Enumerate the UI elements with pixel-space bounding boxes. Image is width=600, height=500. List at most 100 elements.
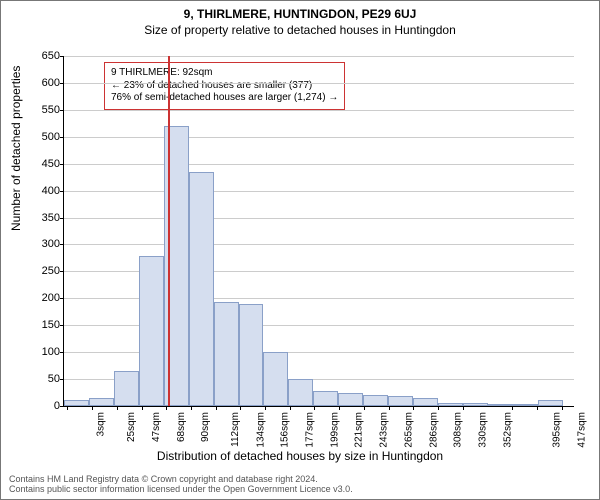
x-tick-label: 25sqm: [126, 412, 137, 442]
x-tick-label: 199sqm: [329, 412, 340, 448]
gridline: [64, 56, 574, 57]
histogram-bar: [338, 393, 363, 406]
x-tick-label: 308sqm: [453, 412, 464, 448]
y-tick: [60, 244, 64, 245]
x-tick: [562, 406, 563, 410]
y-tick-label: 0: [54, 400, 60, 412]
histogram-bar: [139, 256, 164, 406]
supertitle: 9, THIRLMERE, HUNTINGDON, PE29 6UJ: [1, 7, 599, 21]
gridline: [64, 191, 574, 192]
y-tick: [60, 56, 64, 57]
page-title: Size of property relative to detached ho…: [1, 23, 599, 37]
x-tick: [265, 406, 266, 410]
x-tick: [191, 406, 192, 410]
gridline: [64, 110, 574, 111]
chart-container: 9, THIRLMERE, HUNTINGDON, PE29 6UJ Size …: [0, 0, 600, 500]
x-tick-label: 243sqm: [379, 412, 390, 448]
x-tick: [216, 406, 217, 410]
x-tick: [537, 406, 538, 410]
footer-line: Contains HM Land Registry data © Crown c…: [9, 474, 353, 484]
callout-line: 9 THIRLMERE: 92sqm: [111, 67, 338, 80]
y-tick-label: 100: [42, 346, 60, 358]
histogram-bar: [114, 371, 139, 406]
y-tick: [60, 191, 64, 192]
y-tick-label: 50: [48, 373, 60, 385]
callout-line: 76% of semi-detached houses are larger (…: [111, 92, 338, 105]
y-tick: [60, 137, 64, 138]
y-tick: [60, 110, 64, 111]
y-tick: [60, 83, 64, 84]
x-tick: [512, 406, 513, 410]
y-tick: [60, 164, 64, 165]
x-tick-label: 68sqm: [176, 412, 187, 442]
histogram-bar: [388, 396, 413, 406]
x-tick-label: 3sqm: [96, 412, 107, 436]
histogram-bar: [413, 398, 438, 406]
x-tick-label: 221sqm: [354, 412, 365, 448]
x-tick: [166, 406, 167, 410]
x-tick-label: 156sqm: [280, 412, 291, 448]
y-tick: [60, 406, 64, 407]
x-tick: [290, 406, 291, 410]
y-axis-title: Number of detached properties: [9, 66, 23, 231]
y-tick: [60, 271, 64, 272]
x-tick-label: 417sqm: [576, 412, 587, 448]
histogram-bar: [313, 391, 338, 406]
gridline: [64, 244, 574, 245]
y-tick-label: 400: [42, 185, 60, 197]
x-tick: [67, 406, 68, 410]
x-tick: [413, 406, 414, 410]
x-tick: [142, 406, 143, 410]
x-tick: [240, 406, 241, 410]
y-tick-label: 650: [42, 50, 60, 62]
y-tick-label: 600: [42, 77, 60, 89]
histogram-bar: [463, 403, 488, 406]
gridline: [64, 137, 574, 138]
x-tick: [314, 406, 315, 410]
x-tick: [92, 406, 93, 410]
x-tick-label: 134sqm: [255, 412, 266, 448]
x-tick: [389, 406, 390, 410]
histogram-bar: [513, 404, 538, 406]
x-tick: [117, 406, 118, 410]
x-tick-label: 395sqm: [552, 412, 563, 448]
y-tick-label: 300: [42, 238, 60, 250]
histogram-bar: [189, 172, 214, 406]
histogram-bar: [538, 400, 563, 406]
histogram-bar: [363, 395, 388, 406]
x-axis-title: Distribution of detached houses by size …: [1, 449, 599, 463]
x-tick-label: 112sqm: [230, 412, 241, 447]
histogram-bar: [263, 352, 288, 406]
x-tick: [364, 406, 365, 410]
y-tick: [60, 352, 64, 353]
gridline: [64, 164, 574, 165]
x-tick-label: 265sqm: [403, 412, 414, 448]
histogram-bar: [239, 304, 264, 406]
histogram-bar: [488, 404, 513, 406]
x-tick: [339, 406, 340, 410]
callout-line: ← 23% of detached houses are smaller (37…: [111, 80, 338, 93]
y-tick-label: 250: [42, 265, 60, 277]
x-tick-label: 47sqm: [151, 412, 162, 442]
x-tick-label: 352sqm: [502, 412, 513, 448]
plot-area: 9 THIRLMERE: 92sqm ← 23% of detached hou…: [63, 56, 574, 407]
histogram-bar: [438, 403, 463, 406]
x-tick-label: 286sqm: [428, 412, 439, 448]
reference-line: [168, 56, 170, 406]
reference-callout: 9 THIRLMERE: 92sqm ← 23% of detached hou…: [104, 62, 345, 110]
histogram-bar: [214, 302, 239, 406]
x-tick-label: 330sqm: [478, 412, 489, 448]
x-tick-label: 177sqm: [305, 412, 316, 448]
y-tick-label: 500: [42, 131, 60, 143]
y-tick: [60, 325, 64, 326]
x-tick-label: 90sqm: [200, 412, 211, 442]
y-tick-label: 200: [42, 292, 60, 304]
x-tick: [438, 406, 439, 410]
histogram-bar: [89, 398, 114, 406]
y-tick: [60, 379, 64, 380]
y-tick-label: 450: [42, 158, 60, 170]
gridline: [64, 218, 574, 219]
y-tick-label: 150: [42, 319, 60, 331]
y-tick: [60, 298, 64, 299]
footer-line: Contains public sector information licen…: [9, 484, 353, 494]
